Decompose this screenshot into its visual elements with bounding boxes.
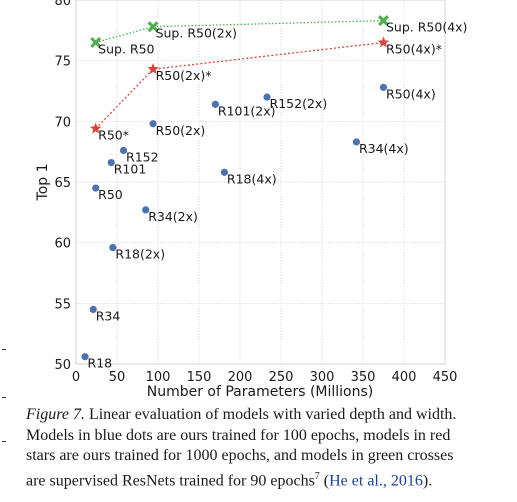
label-r50-4x: R50(4x)* [386,41,442,56]
label-r152-2x: R152(2x) [270,96,328,111]
point-r34 [89,305,97,313]
plot-area-frame [75,0,446,365]
label-r34: R34 [96,308,121,323]
point-r50 [92,184,100,192]
label-sup-r50-4x: Sup. R50(4x) [386,20,467,35]
label-r50: R50 [98,187,123,202]
x-tick-label: 450 [433,370,458,385]
x-axis-title: Number of Parameters (Millions) [147,384,374,400]
x-tick-label: 350 [351,370,376,385]
cross-sup-r50 [90,36,102,48]
label-r18-4x: R18(4x) [227,171,277,186]
tick-labels: 0 50 100 150 200 250 300 350 400 4505055606570758… [54,0,457,385]
caption-line-1: Linear evaluation of models with varied … [84,406,457,423]
point-r34-2x [142,206,150,214]
point-r34-4x [352,138,361,146]
label-sup-r50-2x: Sup. R50(2x) [156,26,237,41]
label-r50-2x: R50(2x)* [156,68,212,83]
chart: 0 50 100 150 200 250 300 350 400 4505055606570758… [35,0,468,400]
label-r50-2x: R50(2x) [156,123,206,138]
figure-caption: Figure 7. Linear evaluation of models wi… [26,405,512,492]
label-r101: R101 [114,162,147,177]
margin-mark [2,397,6,398]
point-r50-2x [149,120,157,128]
x-tick-label: 200 [228,370,253,385]
y-tick-label: 50 [54,358,71,373]
point-r101 [107,158,115,167]
y-tick-label: 55 [54,297,71,312]
y-axis-title: Top 1 [35,164,51,202]
caption-line-2: Models in blue dots are ours trained for… [26,426,451,444]
label-r101-2x: R101(2x) [218,103,276,118]
star-r50-2x [147,63,159,75]
x-tick-label: 50 [109,370,126,385]
y-tick-label: 70 [54,115,71,130]
point-r18-2x [109,243,117,252]
citation-close: ). [422,472,433,490]
label-r18-2x: R18(2x) [115,247,165,262]
label-sup-r50: Sup. R50 [98,41,154,56]
point-r152-2x [263,93,271,101]
label-r50: R50* [98,128,129,143]
label-r34-2x: R34(2x) [148,209,198,224]
y-tick-label: 65 [54,176,71,191]
point-r18-4x [220,168,229,176]
y-tick-label: 75 [54,55,71,70]
cross-series-line [95,19,384,44]
cross-sup-r50-2x [147,21,159,33]
label-r18: R18 [88,356,113,371]
label-r50-4x: R50(4x) [386,86,436,101]
x-tick-label: 300 [310,370,335,385]
x-tick-label: 150 [187,370,212,385]
citation-link[interactable]: He et al., 2016 [329,472,423,490]
label-r34-4x: R34(4x) [359,141,409,156]
point-r18 [81,353,89,361]
point-r101-2x [211,100,219,108]
margin-mark [2,349,6,350]
footnote-marker: 7 [314,470,320,482]
citation-open: ( [319,472,330,490]
y-tick-label: 80 [54,0,71,9]
margin-mark [2,441,6,442]
label-r152: R152 [126,149,159,164]
x-tick-label: 0 [72,370,80,385]
figure-label: Figure 7. [26,406,85,423]
point-r50-4x [379,83,388,91]
data-markers [81,15,390,361]
caption-line-4: are supervised ResNets trained for 90 ep… [26,472,315,490]
point-r152 [119,146,128,155]
cross-sup-r50-4x [378,15,389,27]
x-tick-label: 250 [269,370,294,385]
caption-line-3: stars are ours trained for 1000 epochs, … [26,447,454,465]
star-r50-4x [377,36,390,48]
star-r50 [89,122,102,134]
y-tick-label: 60 [54,237,71,252]
x-tick-label: 400 [392,370,417,385]
x-tick-label: 100 [146,370,171,385]
